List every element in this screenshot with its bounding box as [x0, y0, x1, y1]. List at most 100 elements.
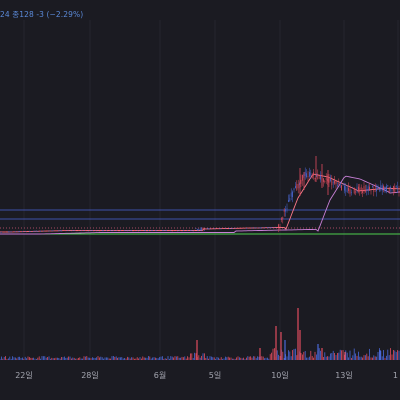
candle-body	[229, 228, 230, 229]
volume-bar	[157, 358, 159, 360]
volume-bar	[345, 350, 347, 360]
volume-bar	[269, 354, 271, 360]
volume-bar	[225, 356, 226, 360]
candle-body	[6, 231, 8, 233]
candle-body	[171, 230, 173, 232]
volume-bar	[31, 357, 33, 360]
candle-body	[297, 183, 299, 189]
volume-bar	[204, 353, 205, 360]
volume-bar	[227, 356, 229, 360]
volume-bar	[223, 358, 225, 360]
volume-bar	[360, 356, 362, 360]
candle-body	[29, 231, 30, 232]
candle-body	[233, 228, 235, 229]
volume-bar	[160, 356, 162, 360]
candle-body	[337, 185, 338, 187]
candle-body	[58, 230, 60, 232]
candle-body	[313, 172, 314, 176]
candle-body	[30, 231, 32, 232]
candle-body	[383, 185, 384, 190]
candle-body	[240, 228, 242, 229]
candle-body	[134, 230, 135, 231]
candle-body	[304, 171, 306, 176]
volume-bar	[73, 357, 75, 360]
candle-body	[219, 228, 221, 229]
candle-body	[194, 230, 195, 231]
volume-bar	[346, 352, 348, 360]
candle-body	[9, 231, 11, 233]
x-axis-tick-label: 22일	[15, 371, 33, 380]
volume-bar	[54, 358, 55, 360]
candle-body	[76, 230, 78, 232]
candle-body	[369, 186, 370, 191]
candle-body	[338, 183, 340, 184]
volume-bar	[370, 357, 372, 360]
volume-bar	[339, 349, 341, 360]
candle-body	[279, 226, 281, 227]
volume-bar	[155, 357, 156, 360]
candle-body	[13, 231, 15, 233]
candle-body	[85, 230, 86, 231]
candle-body	[191, 230, 193, 231]
volume-bar	[303, 351, 305, 360]
volume-bar	[107, 357, 109, 360]
volume-bar	[135, 358, 137, 360]
candle-body	[288, 200, 289, 203]
candle-body	[379, 189, 380, 191]
candle-body	[173, 230, 174, 231]
volume-bar	[262, 356, 264, 360]
candle-body	[82, 230, 83, 231]
candle-body	[376, 188, 377, 192]
candle-body	[107, 230, 109, 232]
volume-bar	[164, 358, 166, 360]
volume-bar	[272, 348, 274, 360]
volume-bar	[50, 358, 51, 360]
candle-body	[290, 192, 292, 197]
volume-bar	[247, 356, 249, 360]
volume-bar	[352, 355, 354, 360]
volume-bar	[110, 358, 111, 360]
candle-body	[57, 230, 58, 232]
volume-bar	[188, 357, 190, 360]
volume-bar	[171, 356, 173, 360]
volume-bar	[96, 357, 97, 360]
volume-bar	[248, 356, 250, 360]
candle-body	[271, 227, 272, 229]
candle-body	[346, 190, 348, 192]
volume-bar	[381, 356, 383, 360]
candle-body	[397, 186, 398, 188]
candle-body	[236, 228, 237, 229]
candle-body	[121, 230, 123, 232]
volume-bar	[12, 356, 13, 360]
volume-bar	[268, 358, 270, 360]
volume-bar	[332, 350, 334, 360]
candle-body	[43, 230, 44, 232]
candle-body	[184, 230, 186, 232]
candle-body	[244, 227, 246, 229]
volume-bar	[383, 350, 384, 360]
volume-bar	[72, 357, 74, 360]
volume-bar	[43, 356, 44, 360]
candle-body	[153, 230, 155, 231]
candle-body	[218, 228, 219, 229]
volume-bar	[201, 355, 202, 360]
volume-bar	[327, 356, 328, 360]
candle-body	[114, 230, 116, 231]
candle-body	[31, 231, 33, 232]
volume-bar	[27, 356, 29, 360]
volume-bar	[3, 357, 5, 360]
volume-bar	[13, 357, 15, 360]
volume-bar	[37, 357, 39, 360]
volume-bar	[120, 357, 121, 360]
volume-bar	[93, 357, 95, 360]
volume-bar	[296, 355, 298, 360]
volume-bar	[66, 357, 68, 360]
candle-body	[398, 190, 400, 193]
candle-body	[145, 230, 146, 232]
candle-body	[92, 230, 93, 231]
volume-bar	[376, 356, 377, 360]
candle-body	[395, 185, 397, 187]
candle-body	[135, 230, 137, 232]
